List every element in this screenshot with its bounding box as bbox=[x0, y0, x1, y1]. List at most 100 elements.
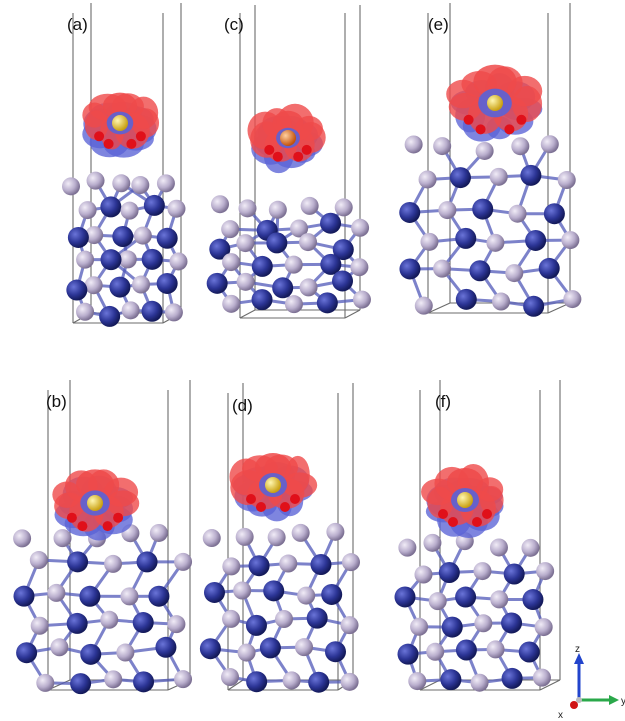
light-atom bbox=[297, 586, 316, 605]
charge-accumulation-lobe bbox=[272, 110, 304, 135]
light-atom bbox=[404, 135, 423, 154]
light-atom bbox=[164, 303, 183, 322]
dark-atom bbox=[522, 589, 544, 611]
light-atom bbox=[132, 275, 151, 294]
light-atom bbox=[236, 234, 255, 253]
light-atom bbox=[532, 668, 551, 687]
panel-label: (f) bbox=[435, 392, 451, 411]
dark-atom bbox=[199, 638, 221, 660]
adsorbate-atom bbox=[280, 130, 296, 146]
light-atom bbox=[540, 135, 559, 154]
dark-atom bbox=[525, 229, 547, 251]
light-atom bbox=[341, 553, 360, 572]
light-atom bbox=[326, 522, 345, 541]
dark-atom bbox=[100, 249, 122, 271]
x-axis-label: x bbox=[558, 710, 563, 721]
light-atom bbox=[36, 673, 55, 692]
adsorbate-atom bbox=[265, 477, 281, 493]
dark-atom bbox=[79, 585, 101, 607]
dark-atom bbox=[16, 642, 38, 664]
panel-b: (b) bbox=[13, 380, 193, 695]
dark-atom bbox=[66, 612, 88, 634]
panel-label: (b) bbox=[46, 392, 67, 411]
light-atom bbox=[420, 232, 439, 251]
light-atom bbox=[222, 557, 241, 576]
oxygen-atom bbox=[504, 124, 515, 135]
dark-atom bbox=[263, 580, 285, 602]
light-atom bbox=[340, 672, 359, 691]
light-atom bbox=[536, 562, 555, 581]
light-atom bbox=[299, 233, 318, 252]
light-atom bbox=[149, 523, 168, 542]
light-atom bbox=[222, 294, 241, 313]
dark-atom bbox=[133, 671, 155, 693]
oxygen-atom bbox=[126, 138, 137, 149]
dark-atom bbox=[469, 260, 491, 282]
light-atom bbox=[121, 301, 140, 320]
dark-atom bbox=[259, 637, 281, 659]
dark-atom bbox=[324, 641, 346, 663]
dark-atom bbox=[523, 295, 545, 317]
dark-atom bbox=[80, 643, 102, 665]
cell-edge bbox=[239, 309, 256, 319]
oxygen-atom bbox=[293, 151, 304, 162]
x-axis-marker bbox=[570, 701, 578, 709]
light-atom bbox=[428, 592, 447, 611]
oxygen-atom bbox=[94, 131, 105, 142]
dark-atom bbox=[399, 201, 421, 223]
dark-atom bbox=[503, 563, 525, 585]
light-atom bbox=[167, 615, 186, 634]
light-atom bbox=[475, 141, 494, 160]
dark-atom bbox=[310, 554, 332, 576]
light-atom bbox=[222, 609, 241, 628]
cell-edge bbox=[427, 302, 451, 314]
dark-atom bbox=[136, 551, 158, 573]
panel-d: (d) bbox=[199, 383, 360, 693]
oxygen-atom bbox=[438, 509, 448, 519]
dark-atom bbox=[518, 641, 540, 663]
light-atom bbox=[120, 587, 139, 606]
dark-atom bbox=[321, 583, 343, 605]
light-atom bbox=[47, 583, 66, 602]
adsorbate-atom bbox=[487, 95, 503, 111]
light-atom bbox=[53, 529, 72, 548]
panel-a: (a) bbox=[62, 3, 188, 327]
y-axis-head bbox=[609, 695, 619, 705]
cell-edge bbox=[539, 679, 561, 691]
light-atom bbox=[414, 296, 433, 315]
light-atom bbox=[334, 198, 353, 217]
light-atom bbox=[211, 195, 230, 214]
oxygen-atom bbox=[113, 512, 124, 523]
cell-edge bbox=[227, 679, 244, 691]
dark-atom bbox=[441, 616, 463, 638]
light-atom bbox=[84, 276, 103, 295]
dark-atom bbox=[251, 289, 273, 311]
light-atom bbox=[222, 253, 241, 272]
z-axis-label: z bbox=[575, 644, 580, 655]
light-atom bbox=[340, 616, 359, 635]
dark-atom bbox=[148, 585, 170, 607]
light-atom bbox=[13, 529, 32, 548]
light-atom bbox=[169, 252, 188, 271]
dark-atom bbox=[99, 305, 121, 327]
light-atom bbox=[474, 614, 493, 633]
light-atom bbox=[221, 668, 240, 687]
dark-atom bbox=[520, 164, 542, 186]
light-atom bbox=[221, 220, 240, 239]
light-atom bbox=[167, 199, 186, 218]
dark-atom bbox=[308, 671, 330, 693]
light-atom bbox=[408, 672, 427, 691]
light-atom bbox=[235, 527, 254, 546]
dark-atom bbox=[306, 607, 328, 629]
dark-atom bbox=[320, 253, 342, 275]
z-axis-head bbox=[574, 653, 584, 664]
light-atom bbox=[86, 171, 105, 190]
light-atom bbox=[100, 610, 119, 629]
light-atom bbox=[489, 538, 508, 557]
oxygen-atom bbox=[475, 124, 486, 135]
dark-atom bbox=[141, 248, 163, 270]
light-atom bbox=[295, 638, 314, 657]
oxygen-atom bbox=[272, 151, 283, 162]
dark-atom bbox=[112, 226, 134, 248]
